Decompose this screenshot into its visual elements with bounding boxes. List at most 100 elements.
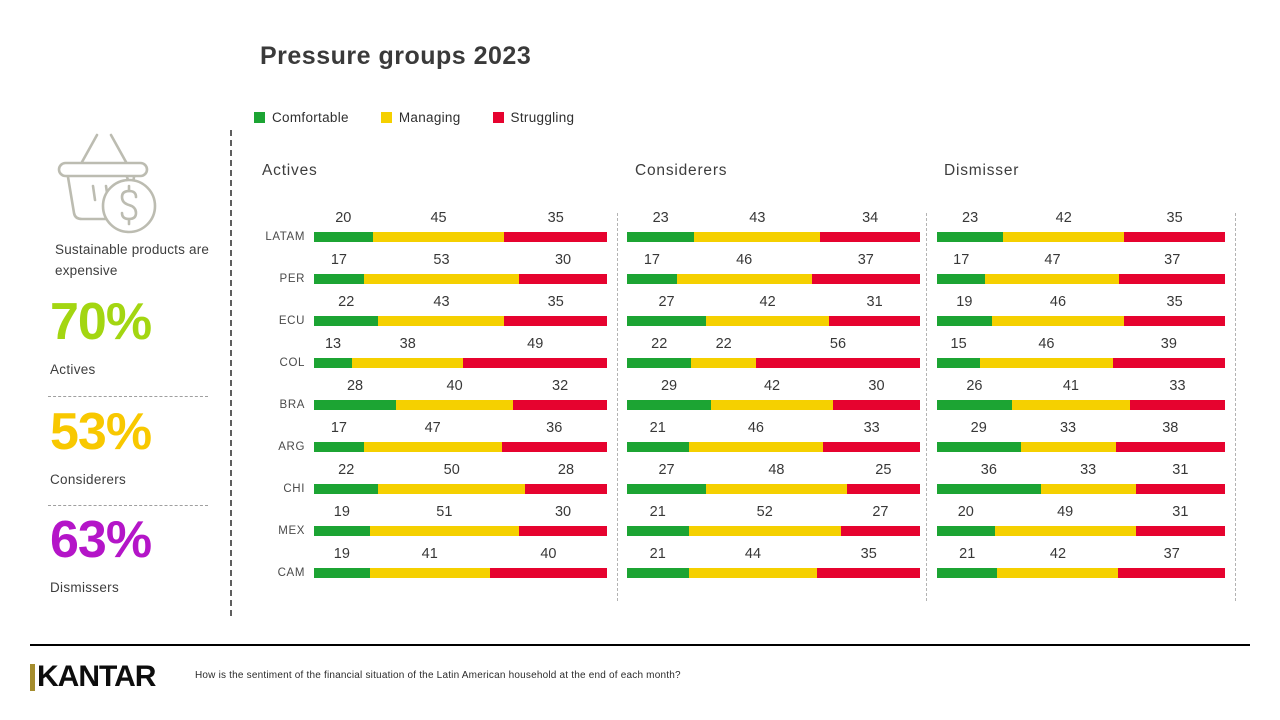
bar-segment-managing xyxy=(1003,232,1125,242)
stacked-bar: 19 51 30 xyxy=(314,499,607,541)
stat-value: 70% xyxy=(50,293,152,351)
bar-row-mex: MEX 19 51 30 xyxy=(248,499,607,541)
value-label: 31 xyxy=(1172,462,1189,478)
legend-label: Managing xyxy=(398,110,461,125)
basket-dollar-icon xyxy=(57,133,157,234)
bar-segment-managing xyxy=(688,526,841,536)
value-label: 25 xyxy=(875,462,892,478)
kantar-logo: KANTAR xyxy=(30,662,156,692)
divider xyxy=(48,396,208,397)
bar-segment-comfortable xyxy=(314,568,370,578)
value-label: 51 xyxy=(436,504,453,520)
bar-segment-managing xyxy=(1040,484,1136,494)
value-label: 41 xyxy=(1062,378,1079,394)
bar-segment-managing xyxy=(991,316,1125,326)
legend-item-struggling: Struggling xyxy=(492,110,575,125)
sidebar-caption: Sustainable products are expensive xyxy=(55,242,210,278)
kantar-logo-gold-bar xyxy=(30,663,35,691)
legend-item-comfortable: Comfortable xyxy=(254,110,349,125)
stacked-bar: 21 52 27 xyxy=(627,499,920,541)
bar-segment-managing xyxy=(372,232,505,242)
value-label: 21 xyxy=(959,546,976,562)
bar-segment-managing xyxy=(980,358,1113,368)
bar-segment-struggling xyxy=(1135,526,1225,536)
panel-title-dismisser: Dismisser xyxy=(944,162,1020,179)
value-label: 37 xyxy=(1163,546,1180,562)
bar-segment-struggling xyxy=(524,484,607,494)
bar-segment-managing xyxy=(994,526,1136,536)
bar-row-chi: 36 33 31 xyxy=(937,457,1225,499)
stacked-bar: 21 44 35 xyxy=(627,541,920,583)
value-label: 27 xyxy=(658,462,675,478)
legend-label: Struggling xyxy=(510,110,575,125)
stacked-bar: 22 22 56 xyxy=(627,331,920,373)
value-label: 35 xyxy=(547,210,564,226)
value-label: 46 xyxy=(1038,336,1055,352)
value-label: 30 xyxy=(868,378,885,394)
stacked-bar: 17 53 30 xyxy=(314,247,607,289)
bar-row-bra: 29 42 30 xyxy=(627,373,920,415)
divider xyxy=(48,505,208,506)
bar-row-bra: 26 41 33 xyxy=(937,373,1225,415)
bar-segment-managing xyxy=(985,274,1120,284)
bar-segment-comfortable xyxy=(937,484,1041,494)
value-label: 29 xyxy=(970,420,987,436)
value-label: 42 xyxy=(763,378,781,394)
bar-row-latam: 23 42 35 xyxy=(937,205,1225,247)
value-label: 22 xyxy=(338,294,355,310)
bar-segment-managing xyxy=(369,568,490,578)
bar-segment-comfortable xyxy=(937,358,981,368)
value-label: 17 xyxy=(953,252,970,268)
value-label: 52 xyxy=(756,504,773,520)
legend: Comfortable Managing Struggling xyxy=(254,110,574,125)
value-label: 28 xyxy=(346,378,364,394)
bar-segment-managing xyxy=(706,316,830,326)
value-label: 22 xyxy=(651,336,668,352)
country-label: ECU xyxy=(278,315,305,327)
value-label: 33 xyxy=(1080,462,1097,478)
chart-panel-considerers: 23 43 34 17 46 37 27 42 31 22 22 56 29 42 30 21 46 33 27 48… xyxy=(627,205,920,583)
value-label: 44 xyxy=(744,546,762,562)
value-label: 20 xyxy=(957,504,974,520)
value-label: 34 xyxy=(862,210,879,226)
bar-row-arg: ARG 17 47 36 xyxy=(248,415,607,457)
legend-label: Comfortable xyxy=(272,110,349,125)
bar-segment-struggling xyxy=(1129,400,1225,410)
bar-segment-struggling xyxy=(846,484,920,494)
panel-separator-line xyxy=(617,213,618,601)
bar-row-mex: 20 49 31 xyxy=(937,499,1225,541)
stacked-bar: 27 48 25 xyxy=(627,457,920,499)
bar-row-per: 17 47 37 xyxy=(937,247,1225,289)
bar-segment-comfortable xyxy=(314,274,364,284)
stacked-bar: 23 42 35 xyxy=(937,205,1225,247)
value-label: 38 xyxy=(399,336,416,352)
panel-separator-line xyxy=(1235,213,1236,601)
bar-segment-managing xyxy=(1020,442,1116,452)
country-label: LATAM xyxy=(265,231,305,243)
country-label: PER xyxy=(279,273,305,285)
bar-segment-managing xyxy=(997,568,1119,578)
value-label: 33 xyxy=(863,420,880,436)
bar-segment-struggling xyxy=(820,232,920,242)
stacked-bar: 20 49 31 xyxy=(937,499,1225,541)
value-label: 19 xyxy=(333,504,350,520)
value-label: 49 xyxy=(1057,504,1074,520)
bar-segment-struggling xyxy=(501,442,607,452)
bar-segment-comfortable xyxy=(627,442,689,452)
bar-row-arg: 21 46 33 xyxy=(627,415,920,457)
bar-segment-struggling xyxy=(755,358,920,368)
bar-segment-managing xyxy=(691,358,756,368)
value-label: 35 xyxy=(860,546,877,562)
bar-segment-struggling xyxy=(504,316,607,326)
value-label: 21 xyxy=(649,504,666,520)
bar-row-cam: CAM 19 41 40 xyxy=(248,541,607,583)
bar-segment-managing xyxy=(378,316,505,326)
value-label: 28 xyxy=(557,462,575,478)
bar-segment-struggling xyxy=(1124,232,1225,242)
bar-segment-comfortable xyxy=(937,568,998,578)
bar-segment-comfortable xyxy=(627,358,692,368)
value-label: 41 xyxy=(421,546,438,562)
stacked-bar: 17 46 37 xyxy=(627,247,920,289)
stacked-bar: 22 50 28 xyxy=(314,457,607,499)
panel-title-considerers: Considerers xyxy=(635,162,728,179)
